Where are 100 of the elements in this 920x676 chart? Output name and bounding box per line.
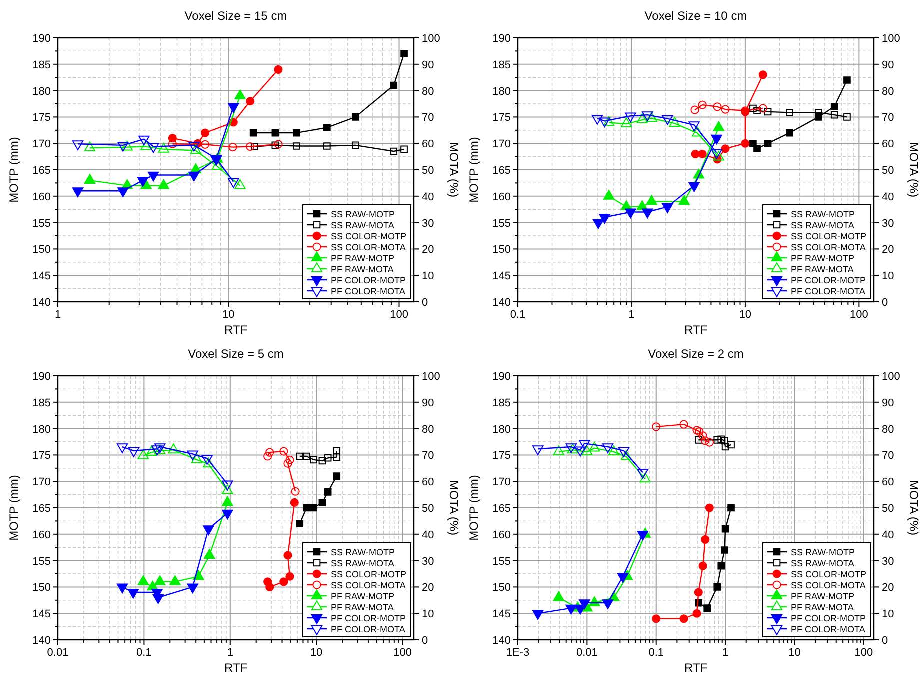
y2-tick-label: 90 [422,59,434,72]
y-tick-label: 150 [32,244,51,256]
y-tick-label: 190 [32,33,51,45]
y2-axis-title: MOTA (%) [907,142,920,198]
y-tick-label: 175 [492,112,511,124]
x-tick-label: 0.01 [47,647,69,659]
x-tick-label: 10 [788,647,801,659]
legend-label: SS COLOR-MOTA [791,242,866,252]
y-tick-label: 180 [32,86,51,98]
y2-tick-label: 20 [422,244,434,256]
x-tick-label: 100 [390,309,408,321]
x-tick-label: 1 [227,647,234,659]
chart-title: Voxel Size = 5 cm [188,347,284,361]
y2-tick-label: 0 [882,297,888,309]
y-tick-label: 165 [492,503,511,515]
legend-label: SS RAW-MOTA [331,220,394,230]
y2-tick-label: 100 [882,33,900,45]
y-tick-label: 145 [492,608,511,621]
x-axis-title: RTF [684,323,708,337]
y-axis-title: MOTP (mm) [7,137,21,203]
chart-title: Voxel Size = 2 cm [648,347,744,361]
y-tick-label: 145 [32,270,51,283]
y-tick-label: 155 [32,556,51,568]
x-tick-label: 10 [739,309,752,321]
legend-label: PF RAW-MOTP [791,254,854,264]
y2-tick-label: 90 [882,397,894,410]
x-axis-title: RTF [684,661,708,675]
y2-axis-title: MOTA (%) [447,480,461,536]
legend-label: PF COLOR-MOTA [331,286,406,296]
legend-label: PF COLOR-MOTP [791,276,866,286]
legend-label: PF RAW-MOTA [791,602,854,612]
y-tick-label: 150 [492,244,511,256]
y2-tick-label: 0 [882,635,888,647]
legend-label: SS RAW-MOTP [791,210,856,220]
y2-tick-label: 90 [422,397,434,410]
y2-tick-label: 80 [882,86,894,98]
y-tick-label: 170 [32,138,51,151]
y2-tick-label: 50 [882,165,894,177]
x-axis-title: RTF [224,661,248,675]
y-tick-label: 170 [492,476,511,489]
legend-label: SS COLOR-MOTP [331,570,407,580]
y2-tick-label: 20 [422,582,434,594]
y2-tick-label: 70 [882,112,894,124]
legend-label: PF COLOR-MOTA [791,624,866,634]
legend-label: PF COLOR-MOTP [331,614,406,624]
legend-label: SS RAW-MOTP [791,548,856,558]
y-tick-label: 155 [492,218,511,230]
y2-tick-label: 20 [882,244,894,256]
legend-label: PF COLOR-MOTA [791,286,866,296]
y-tick-label: 190 [492,371,511,383]
x-tick-label: 10 [222,309,235,321]
legend-label: SS COLOR-MOTP [791,570,867,580]
x-tick-label: 100 [850,309,868,321]
x-tick-label: 1E-3 [506,647,530,659]
y-tick-label: 150 [32,582,51,594]
y-tick-label: 170 [492,138,511,151]
y-tick-label: 185 [492,397,511,410]
y2-tick-label: 50 [422,503,434,515]
y-tick-label: 175 [32,112,51,124]
x-tick-label: 0.1 [510,309,526,321]
y2-tick-label: 70 [882,450,894,462]
x-tick-label: 0.1 [648,647,664,659]
y2-tick-label: 70 [422,112,434,124]
y2-tick-label: 10 [422,608,434,621]
y2-tick-label: 80 [422,424,434,436]
y2-tick-label: 60 [882,476,894,489]
legend-label: PF RAW-MOTP [331,592,394,602]
y2-tick-label: 30 [422,218,434,230]
x-tick-label: 0.01 [576,647,598,659]
x-tick-label: 100 [854,647,874,659]
legend-label: PF RAW-MOTP [331,254,394,264]
y-tick-label: 155 [32,218,51,230]
y-tick-label: 165 [32,165,51,177]
chart-title: Voxel Size = 10 cm [644,9,748,23]
y2-tick-label: 10 [882,608,894,621]
y-tick-label: 175 [492,450,511,462]
legend-label: PF COLOR-MOTP [791,614,866,624]
y2-tick-label: 0 [422,635,428,647]
legend-label: PF COLOR-MOTP [331,276,406,286]
x-tick-label: 1 [54,309,62,321]
y2-tick-label: 40 [882,191,894,204]
y-tick-label: 140 [492,297,511,309]
y-tick-label: 160 [32,529,51,542]
y-tick-label: 155 [492,556,511,568]
x-tick-label: 1 [628,309,635,321]
y2-tick-label: 20 [882,582,894,594]
y2-tick-label: 30 [882,218,894,230]
legend-label: PF RAW-MOTA [331,264,394,274]
legend-label: SS COLOR-MOTP [791,232,867,242]
y-tick-label: 180 [492,86,511,98]
y2-tick-label: 50 [422,165,434,177]
y-tick-label: 140 [492,635,511,647]
y-tick-label: 140 [32,635,51,647]
legend-label: SS RAW-MOTA [791,558,854,568]
y-tick-label: 145 [492,270,511,283]
x-tick-label: 100 [394,647,412,659]
y-tick-label: 165 [32,503,51,515]
y2-tick-label: 40 [882,529,894,542]
y-axis-title: MOTP (mm) [467,475,481,541]
y2-tick-label: 100 [422,371,440,383]
